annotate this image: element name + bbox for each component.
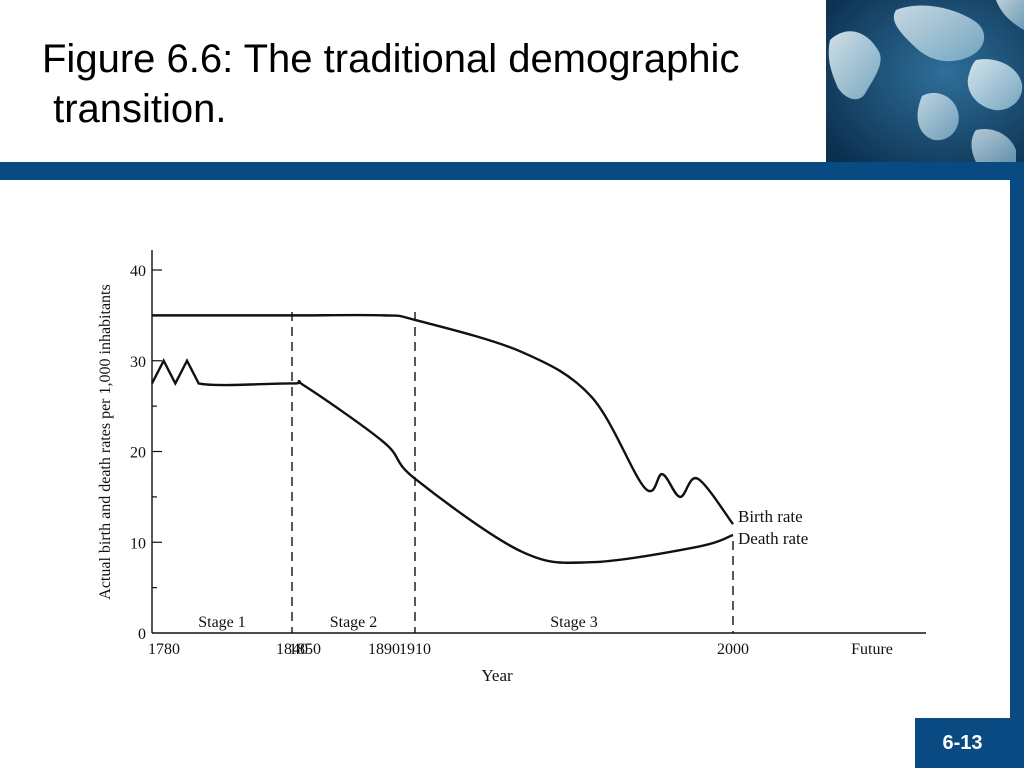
y-tick-label: 30 xyxy=(130,354,146,371)
stage-divider-lines xyxy=(291,312,734,633)
death-rate-line xyxy=(150,358,734,565)
content-panel xyxy=(0,180,1010,768)
header-divider-bar xyxy=(0,162,1024,180)
title-line-2: transition. xyxy=(42,87,227,131)
birth-rate-line xyxy=(151,313,734,525)
death-rate-label: Death rate xyxy=(738,529,808,548)
x-tick-label: 1850 xyxy=(289,641,321,658)
chart-series xyxy=(150,313,734,565)
stage-label: Stage 1 xyxy=(198,614,246,631)
page-number-badge: 6-13 xyxy=(915,718,1010,768)
x-tick-label: 1780 xyxy=(148,641,180,658)
x-tick-label: Future xyxy=(851,641,893,658)
x-tick-label: 1890 xyxy=(368,641,400,658)
y-tick-label: 0 xyxy=(138,626,146,643)
x-tick-label: 1910 xyxy=(399,641,431,658)
y-axis-title: Actual birth and death rates per 1,000 i… xyxy=(97,284,114,599)
title-line-1: Figure 6.6: The traditional demographic xyxy=(42,37,740,81)
y-tick-label: 10 xyxy=(130,535,146,552)
x-tick-label: 2000 xyxy=(717,641,749,658)
right-edge-bar xyxy=(1010,162,1024,768)
slide-title: Figure 6.6: The traditional demographic … xyxy=(42,34,812,134)
y-tick-label: 40 xyxy=(130,263,146,280)
stage-label: Stage 2 xyxy=(330,614,378,631)
page-number: 6-13 xyxy=(942,731,983,754)
chart-axes xyxy=(151,250,926,634)
y-tick-label: 20 xyxy=(130,445,146,462)
x-tick-label: 1840 xyxy=(276,641,308,658)
world-map-icon xyxy=(826,0,1024,162)
birth-rate-label: Birth rate xyxy=(738,507,803,526)
chart-labels: Year Actual birth and death rates per 1,0… xyxy=(97,284,808,685)
stage-label: Stage 3 xyxy=(550,614,598,631)
x-axis-title: Year xyxy=(481,666,513,685)
world-map-graphic xyxy=(826,0,1024,162)
